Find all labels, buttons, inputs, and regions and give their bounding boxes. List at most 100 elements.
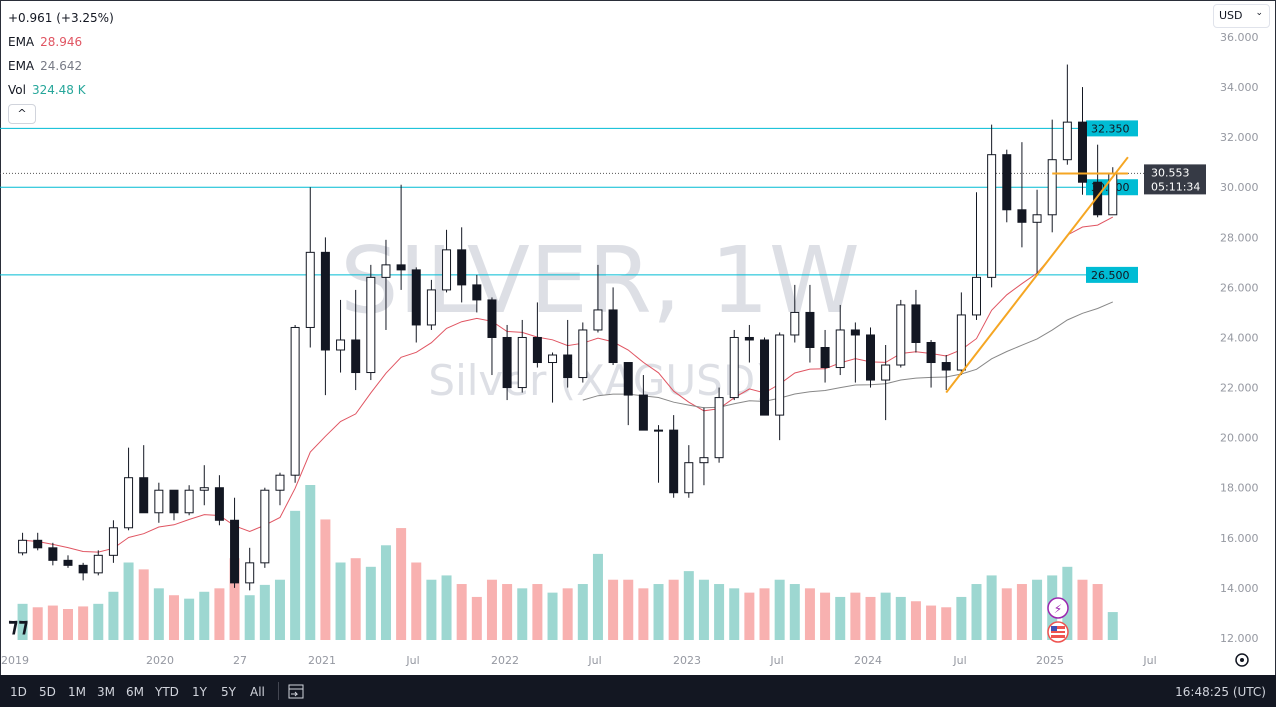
volume-bar xyxy=(108,591,119,640)
ema-fast-legend[interactable]: EMA 28.946 xyxy=(8,35,83,49)
candle-body xyxy=(1093,181,1103,216)
candle-body xyxy=(275,474,285,491)
volume-bar xyxy=(502,584,513,640)
volume-bar xyxy=(638,588,649,640)
candle-body xyxy=(124,477,134,529)
volume-bar xyxy=(365,566,376,640)
volume-bar xyxy=(1001,588,1012,640)
volume-bar xyxy=(486,579,497,640)
candle-body xyxy=(48,547,58,561)
tradingview-logo[interactable]: ⁊⁊ xyxy=(8,613,29,637)
candle-body xyxy=(926,341,936,364)
volume-bar xyxy=(78,606,89,640)
volume-bar xyxy=(880,592,891,640)
ema-slow-legend[interactable]: EMA 24.642 xyxy=(8,59,83,73)
volume-bar xyxy=(971,584,982,640)
candle-body xyxy=(18,539,28,554)
volume-legend[interactable]: Vol 324.48 K xyxy=(8,83,86,97)
candle-body xyxy=(517,336,527,389)
volume-bar xyxy=(1107,612,1118,640)
goto-date-icon[interactable] xyxy=(287,682,305,700)
candle-body xyxy=(33,539,43,549)
candle-body xyxy=(1047,159,1057,216)
volume-bar xyxy=(17,603,28,640)
candle-body xyxy=(638,394,648,431)
time-axis[interactable]: 2019 2020 27 2021 Jul 2022 Jul 2023 Jul 2024 Jul 20… xyxy=(1,654,1157,667)
volume-bar xyxy=(396,528,407,640)
volume-bar xyxy=(380,545,391,640)
level-price-badge xyxy=(1086,120,1138,137)
level-price-label: 26.500 xyxy=(1091,269,1130,282)
candle-body xyxy=(563,354,573,379)
clock[interactable]: 16:48:25 (UTC) xyxy=(1175,685,1266,699)
time-tick-label: 2023 xyxy=(673,654,701,667)
time-tick-label: Jul xyxy=(952,654,966,667)
volume-bar xyxy=(577,584,588,640)
volume-bar xyxy=(926,605,937,640)
range-button-6m[interactable]: 6M xyxy=(126,685,144,699)
range-button-1m[interactable]: 1M xyxy=(68,685,86,699)
candle-body xyxy=(396,264,406,271)
volume-bar xyxy=(184,598,195,640)
volume-bar xyxy=(199,591,210,640)
price-tick-label: 32.000 xyxy=(1220,131,1259,144)
volume-bar xyxy=(1016,584,1027,640)
time-tick-label: 27 xyxy=(233,654,247,667)
volume-bar xyxy=(123,562,134,640)
candle-body xyxy=(850,329,860,336)
settings-gear-icon[interactable] xyxy=(1235,653,1249,667)
time-tick-label: 2020 xyxy=(146,654,174,667)
price-tick-label: 34.000 xyxy=(1220,81,1259,94)
drawings[interactable] xyxy=(945,156,1129,394)
volume-value: 324.48 K xyxy=(31,83,86,97)
candle-body xyxy=(684,462,694,494)
price-tick-label: 22.000 xyxy=(1220,382,1259,395)
us-flag-icon[interactable] xyxy=(1047,621,1069,643)
volume-bar xyxy=(850,592,861,640)
price-tick-label: 16.000 xyxy=(1220,532,1259,545)
chevron-down-icon: ⌄ xyxy=(1255,8,1263,18)
range-button-5d[interactable]: 5D xyxy=(39,685,56,699)
candle-body xyxy=(426,289,436,326)
currency-select[interactable]: USD ⌄ xyxy=(1213,4,1270,28)
svg-text:⚡: ⚡ xyxy=(1054,602,1062,616)
volume-bar xyxy=(411,562,422,640)
range-button-ytd[interactable]: YTD xyxy=(155,685,179,699)
price-axis[interactable]: 36.000 34.000 32.000 30.000 28.000 26.000 24.0… xyxy=(1220,31,1259,645)
volume-bar xyxy=(789,584,800,640)
volume-bar xyxy=(305,485,316,640)
range-button-all[interactable]: All xyxy=(250,685,265,699)
tv-logo-icon: ⁊⁊ xyxy=(8,613,29,637)
volume-bar xyxy=(1077,579,1088,640)
price-chart[interactable]: SILVER, 1W Silver (XAGUSD) 32.350 30.000 2… xyxy=(0,0,1276,675)
lightning-icon[interactable]: ⚡ xyxy=(1047,597,1069,619)
last-price-label: 30.553 xyxy=(1151,166,1190,179)
price-tick-label: 20.000 xyxy=(1220,432,1259,445)
price-tick-label: 30.000 xyxy=(1220,181,1259,194)
range-button-3m[interactable]: 3M xyxy=(97,685,115,699)
candle-body xyxy=(457,249,467,286)
candle-body xyxy=(63,559,73,566)
price-tick-label: 36.000 xyxy=(1220,31,1259,44)
price-tick-label: 18.000 xyxy=(1220,482,1259,495)
candle-body xyxy=(305,251,315,328)
volume-bar xyxy=(1032,579,1043,640)
candle-body xyxy=(805,311,815,348)
bar-countdown-label: 05:11:34 xyxy=(1151,180,1200,193)
range-button-5y[interactable]: 5Y xyxy=(221,685,236,699)
watermark: SILVER, 1W Silver (XAGUSD) xyxy=(340,227,860,405)
collapse-legend-button[interactable]: ^ xyxy=(8,104,36,124)
candle-body xyxy=(593,309,603,331)
volume-bars xyxy=(17,485,1118,640)
candle-body xyxy=(699,457,709,464)
volume-bar xyxy=(714,584,725,640)
candle-body xyxy=(941,362,951,371)
trendline[interactable] xyxy=(945,156,1129,394)
time-tick-label: 2019 xyxy=(1,654,29,667)
volume-bar xyxy=(244,595,255,640)
range-button-1d[interactable]: 1D xyxy=(10,685,27,699)
range-button-1y[interactable]: 1Y xyxy=(192,685,207,699)
volume-bar xyxy=(941,607,952,640)
candle-body xyxy=(896,304,906,366)
volume-bar xyxy=(153,588,164,640)
